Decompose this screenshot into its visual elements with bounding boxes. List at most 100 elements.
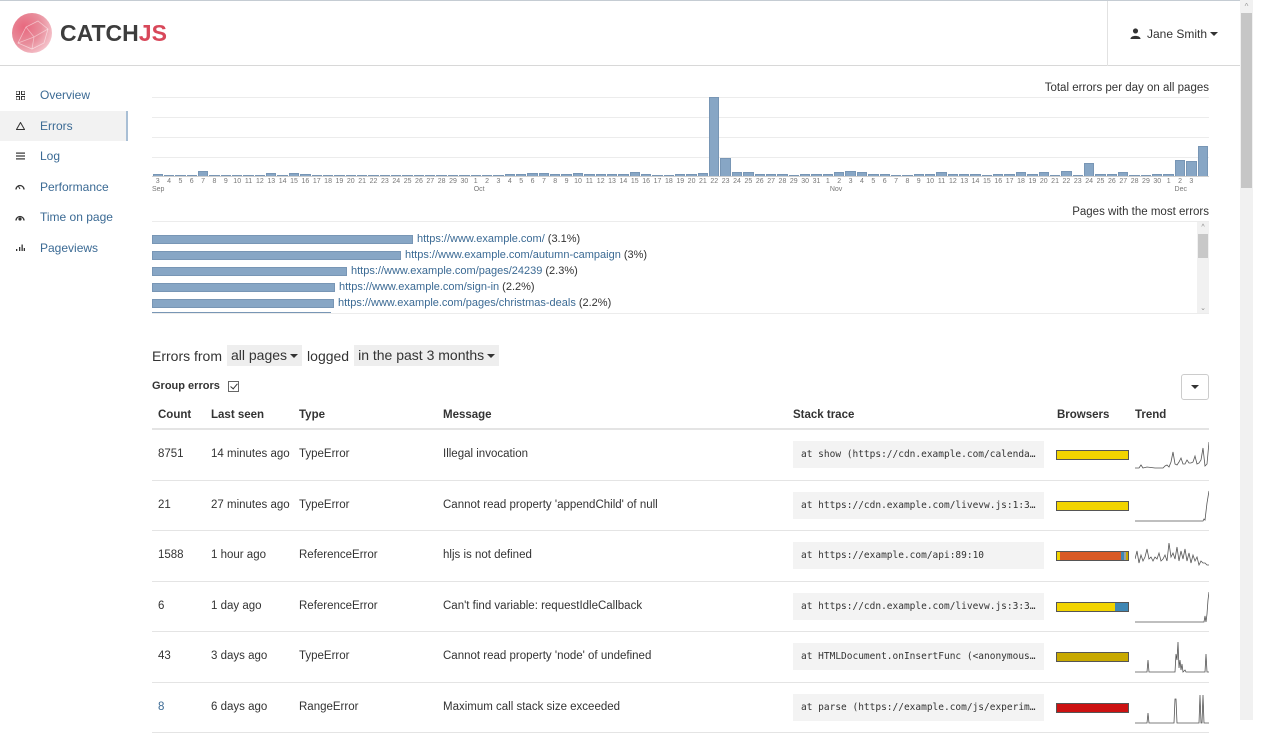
stack-trace[interactable]: at parse (https://example.com/js/experim… xyxy=(793,694,1044,721)
page-error-bar xyxy=(152,267,347,276)
error-count: 1588 xyxy=(158,549,184,561)
table-row[interactable]: 8751 14 minutes ago TypeError Illegal in… xyxy=(152,430,1209,481)
scroll-up-icon[interactable]: ^ xyxy=(1197,222,1209,233)
table-row[interactable]: 6 1 day ago ReferenceError Can't find va… xyxy=(152,582,1209,633)
errors-per-day-chart xyxy=(152,96,1209,178)
page-link[interactable]: https://www.example.com/pages/24239 xyxy=(351,265,542,277)
sidebar-item-label: Pageviews xyxy=(40,241,98,255)
column-header-last-seen[interactable]: Last seen xyxy=(211,409,264,421)
pages-panel-title: Pages with the most errors xyxy=(1072,206,1209,218)
browser-segment xyxy=(1057,704,1128,712)
error-type: TypeError xyxy=(299,650,350,662)
user-menu-button[interactable]: Jane Smith xyxy=(1107,1,1240,66)
sidebar-item-time-on-page[interactable]: Time on page xyxy=(0,202,128,233)
gauge-icon xyxy=(15,182,25,192)
chevron-down-icon xyxy=(1210,32,1218,36)
column-header-browsers[interactable]: Browsers xyxy=(1057,409,1109,421)
list-icon xyxy=(15,151,25,161)
filter-prefix: Errors from xyxy=(152,348,222,364)
browser-segment xyxy=(1057,653,1128,661)
browser-distribution-bar xyxy=(1056,501,1129,511)
chart-bar[interactable] xyxy=(709,97,719,176)
scroll-down-icon[interactable]: ⌄ xyxy=(1197,303,1209,314)
chart-bar[interactable] xyxy=(1175,160,1185,176)
error-message[interactable]: Can't find variable: requestIdleCallback xyxy=(443,600,642,612)
table-row[interactable]: 1588 1 hour ago ReferenceError hljs is n… xyxy=(152,531,1209,582)
last-seen: 3 days ago xyxy=(211,650,267,662)
sidebar-item-label: Errors xyxy=(40,119,73,133)
column-header-trend[interactable]: Trend xyxy=(1135,409,1166,421)
page-error-percent: (2.2%) xyxy=(502,281,534,293)
browser-segment xyxy=(1115,603,1128,611)
column-header-message[interactable]: Message xyxy=(443,409,492,421)
sidebar-item-label: Performance xyxy=(40,180,109,194)
page-error-percent: (3.1%) xyxy=(548,233,580,245)
stack-trace[interactable]: at HTMLDocument.onInsertFunc (<anonymous… xyxy=(793,643,1044,670)
error-type: ReferenceError xyxy=(299,600,378,612)
column-header-count[interactable]: Count xyxy=(158,409,191,421)
error-type: TypeError xyxy=(299,448,350,460)
column-header-type[interactable]: Type xyxy=(299,409,325,421)
logo[interactable]: CATCHJS xyxy=(12,13,167,53)
table-row[interactable]: 43 3 days ago TypeError Cannot read prop… xyxy=(152,632,1209,683)
group-errors-checkbox[interactable] xyxy=(228,381,239,392)
page-scrollbar[interactable]: ^ xyxy=(1240,0,1253,720)
page-row: https://www.example.com/ (3.1%) xyxy=(152,231,580,247)
person-icon xyxy=(1130,28,1141,39)
scroll-up-icon[interactable]: ^ xyxy=(1240,0,1253,13)
page-link[interactable]: https://www.example.com/ xyxy=(417,233,545,245)
pages-filter-dropdown[interactable]: all pages xyxy=(227,345,302,366)
time-range-dropdown[interactable]: in the past 3 months xyxy=(354,345,499,366)
error-message[interactable]: Illegal invocation xyxy=(443,448,528,460)
user-name: Jane Smith xyxy=(1147,27,1207,41)
chevron-down-icon xyxy=(1191,385,1199,389)
error-type: TypeError xyxy=(299,499,350,511)
sidebar-nav: Overview Errors Log Performance Time on … xyxy=(0,80,128,263)
trend-sparkline xyxy=(1135,438,1209,472)
browser-segment xyxy=(1057,603,1115,611)
page-error-bar xyxy=(152,312,331,315)
stack-trace[interactable]: at show (https://cdn.example.com/calenda… xyxy=(793,441,1044,468)
error-message[interactable]: hljs is not defined xyxy=(443,549,532,561)
table-row[interactable]: 21 27 minutes ago TypeError Cannot read … xyxy=(152,481,1209,532)
page-link[interactable]: https://www.example.com/autumn-campaign xyxy=(405,249,621,261)
stack-trace[interactable]: at https://cdn.example.com/livevw.js:3:3… xyxy=(793,593,1044,620)
scrollbar-thumb[interactable] xyxy=(1198,234,1208,258)
browser-distribution-bar xyxy=(1056,602,1129,612)
chart-bar[interactable] xyxy=(1186,161,1196,176)
error-count: 8751 xyxy=(158,448,184,460)
month-label: Nov xyxy=(830,186,842,193)
chart-bar[interactable] xyxy=(1198,146,1208,176)
month-label: Oct xyxy=(474,186,485,193)
month-label: Sep xyxy=(152,186,164,193)
sidebar-item-log[interactable]: Log xyxy=(0,141,128,172)
table-row[interactable]: 8 6 days ago RangeError Maximum call sta… xyxy=(152,683,1209,733)
page-row: https://www.example.com/autumn-campaign … xyxy=(152,247,647,263)
page-link[interactable]: https://www.example.com/pages/christmas-… xyxy=(338,297,576,309)
browser-distribution-bar xyxy=(1056,551,1129,561)
scrollbar-thumb[interactable] xyxy=(1241,13,1252,188)
pages-list-scrollbar[interactable]: ^ ⌄ xyxy=(1197,222,1209,314)
table-options-dropdown-button[interactable] xyxy=(1181,374,1209,400)
sidebar-item-overview[interactable]: Overview xyxy=(0,80,128,111)
stack-trace[interactable]: at https://example.com/api:89:10 xyxy=(793,542,1044,569)
sidebar-item-performance[interactable]: Performance xyxy=(0,172,128,203)
pages-with-most-errors-list: https://www.example.com/ (3.1%) https://… xyxy=(152,221,1209,314)
sidebar-item-errors[interactable]: Errors xyxy=(0,111,128,142)
page-error-percent: (3%) xyxy=(624,249,647,261)
column-header-stack-trace[interactable]: Stack trace xyxy=(793,409,854,421)
page-error-percent: (2.2%) xyxy=(579,297,611,309)
page-link[interactable]: https://www.example.com/sign-in xyxy=(339,281,499,293)
stack-trace[interactable]: at https://cdn.example.com/livevw.js:1:3… xyxy=(793,492,1044,519)
page-error-bar xyxy=(152,299,334,308)
error-message[interactable]: Cannot read property 'appendChild' of nu… xyxy=(443,499,658,511)
chart-bar[interactable] xyxy=(720,158,730,176)
trend-sparkline xyxy=(1135,691,1209,725)
error-message[interactable]: Maximum call stack size exceeded xyxy=(443,701,620,713)
sidebar-item-pageviews[interactable]: Pageviews xyxy=(0,233,128,264)
error-type: ReferenceError xyxy=(299,549,378,561)
error-message[interactable]: Cannot read property 'node' of undefined xyxy=(443,650,651,662)
last-seen: 1 day ago xyxy=(211,600,262,612)
page-row: https://www.example.com/pages/24239 (2.3… xyxy=(152,263,578,279)
chart-bar[interactable] xyxy=(1084,163,1094,176)
